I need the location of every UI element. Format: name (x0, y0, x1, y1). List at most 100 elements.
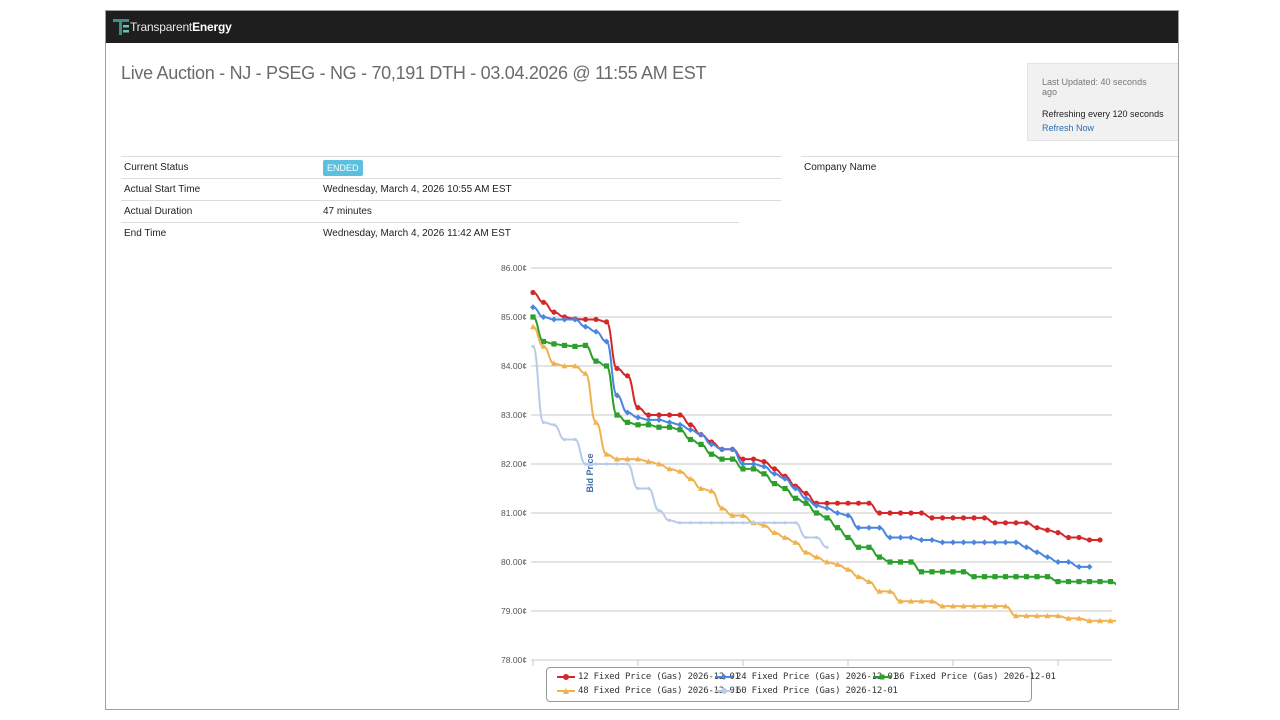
y-tick-label: 82.00¢ (501, 459, 527, 469)
data-point (1097, 537, 1103, 543)
y-tick-label: 78.00¢ (501, 655, 527, 665)
legend-label: 24 Fixed Price (Gas) 2026-12-01 (736, 672, 898, 682)
data-point (929, 536, 935, 543)
data-point (1023, 544, 1030, 551)
data-point (792, 495, 799, 501)
data-point (761, 471, 767, 477)
legend-symbol-icon (873, 674, 891, 679)
data-point (750, 456, 757, 462)
end-time-row: End Time Wednesday, March 4, 2026 11:42 … (121, 222, 739, 244)
data-point (666, 412, 673, 418)
data-point (992, 603, 998, 609)
data-point (666, 424, 673, 430)
data-point (908, 534, 914, 541)
data-point (1086, 579, 1093, 585)
data-point (813, 554, 820, 560)
data-point (929, 569, 935, 575)
data-point (594, 462, 598, 466)
data-point (782, 475, 788, 482)
end-time-label: End Time (124, 228, 167, 239)
data-point (593, 316, 599, 323)
legend-label: 36 Fixed Price (Gas) 2026-12-01 (894, 672, 1056, 682)
status-badge: ENDED (323, 159, 363, 176)
data-point (771, 470, 778, 477)
transparent-energy-logo-icon[interactable] (112, 17, 132, 37)
data-point (866, 524, 872, 531)
data-point (876, 554, 883, 560)
data-point (740, 461, 746, 467)
data-point (540, 338, 547, 345)
data-point (897, 510, 904, 516)
data-point (1034, 574, 1040, 580)
data-point (1002, 574, 1009, 580)
data-point (971, 515, 977, 521)
data-point (751, 521, 756, 525)
data-point (813, 510, 820, 516)
data-point (1097, 579, 1103, 585)
data-point (540, 343, 547, 349)
data-point (771, 529, 778, 535)
data-point (603, 363, 610, 369)
data-point (1107, 579, 1114, 585)
data-point (1002, 539, 1009, 546)
data-point (582, 342, 589, 349)
data-point (855, 544, 862, 550)
data-point (1044, 527, 1051, 533)
data-point (603, 319, 610, 325)
data-point (582, 323, 589, 330)
legend-item[interactable]: 48 Fixed Price (Gas) 2026-12-01 (557, 686, 740, 696)
data-point (793, 521, 798, 525)
data-point (887, 534, 893, 541)
data-point (562, 437, 567, 442)
data-point (1086, 563, 1093, 570)
data-point (981, 574, 988, 580)
data-point (929, 515, 935, 521)
legend-label: 48 Fixed Price (Gas) 2026-12-01 (578, 686, 740, 696)
data-point (761, 463, 767, 470)
legend-item[interactable]: 36 Fixed Price (Gas) 2026-12-01 (873, 672, 1056, 682)
data-point (825, 545, 829, 549)
data-point (688, 521, 693, 525)
data-point (960, 603, 967, 609)
status-row: Current Status ENDED (121, 156, 781, 178)
y-tick-label: 86.00¢ (501, 263, 527, 273)
data-point (582, 316, 589, 323)
data-point (814, 535, 819, 540)
series-line (532, 306, 1090, 568)
data-point (897, 534, 904, 541)
data-point (908, 598, 914, 604)
data-point (687, 422, 694, 428)
data-point (624, 419, 631, 425)
data-point (887, 559, 893, 565)
data-point (740, 456, 746, 462)
data-point (834, 500, 841, 506)
data-point (614, 412, 620, 418)
data-point (667, 518, 672, 522)
data-point (834, 525, 841, 531)
data-point (656, 416, 662, 423)
data-point (645, 458, 652, 464)
data-point (834, 510, 841, 516)
refresh-panel: Last Updated: 40 seconds ago Refreshing … (1027, 63, 1178, 141)
data-point (719, 505, 725, 511)
data-point (803, 490, 809, 496)
data-point (572, 316, 578, 323)
brand-name[interactable]: TransparentEnergy (130, 20, 232, 34)
data-point (1055, 530, 1061, 536)
y-tick-label: 81.00¢ (501, 508, 527, 518)
data-point (761, 458, 767, 465)
data-point (740, 512, 746, 518)
series-line (532, 325, 1116, 622)
legend-item[interactable]: 12 Fixed Price (Gas) 2026-12-01 (557, 672, 740, 682)
legend-item[interactable]: 60 Fixed Price (Gas) 2026-12-01 (715, 686, 898, 696)
data-point (897, 559, 904, 565)
refresh-now-link[interactable]: Refresh Now (1042, 123, 1095, 133)
data-point (960, 569, 967, 575)
data-point (666, 419, 673, 426)
data-point (604, 462, 609, 466)
data-point (1002, 520, 1009, 526)
legend-item[interactable]: 24 Fixed Price (Gas) 2026-12-01 (715, 672, 898, 682)
data-point (960, 539, 967, 546)
data-point (939, 603, 946, 609)
data-point (887, 510, 893, 516)
